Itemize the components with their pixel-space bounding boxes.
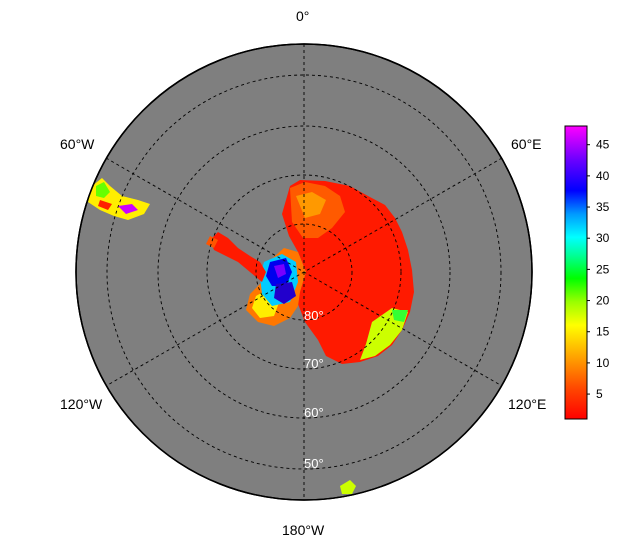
colorbar-gradient [564,125,588,420]
colorbar-tick-label: 5 [596,387,603,401]
meridian-60e-120w [105,157,503,387]
colorbar-tick-label: 15 [596,325,610,339]
south-america-red [98,200,112,210]
colorbar-tick-label: 20 [596,294,610,308]
colorbar-tick-label: 25 [596,262,610,276]
coastal-green-strip [392,310,408,322]
colorbar: 5 10 15 20 25 30 35 40 45 [564,125,610,420]
lat-label-70: 70° [304,356,324,371]
colorbar-tick-label: 45 [596,138,610,152]
lon-label-lower-right: 120°E [508,396,547,412]
lon-label-top: 0° [296,8,310,24]
graticule [105,44,503,500]
antarctic-peninsula [210,232,266,282]
lat-label-80: 80° [304,308,324,323]
southern-island [340,480,356,494]
south-america-purple [118,204,138,214]
south-america-green [96,182,110,198]
latitude-circle-80 [255,223,353,321]
high-value-blue-2 [274,282,296,304]
lat-label-50: 50° [304,456,324,471]
lon-label-upper-left: 60°W [60,136,95,152]
map-boundary [75,43,533,501]
colorbar-ticks: 5 10 15 20 25 30 35 40 45 [587,138,610,401]
high-value-purple [274,264,286,278]
colorbar-tick-label: 10 [596,356,610,370]
lat-label-60: 60° [304,405,324,420]
colorbar-tick-label: 30 [596,231,610,245]
coastal-green-band [360,308,408,360]
latitude-circle-50 [106,74,502,470]
colorbar-tick-label: 35 [596,200,610,214]
lon-label-lower-left: 120°W [60,396,103,412]
peninsula-tip [206,236,218,248]
colorbar-tick-label: 40 [596,169,610,183]
lon-label-upper-right: 60°E [511,136,542,152]
east-antarctica-yellow-patch [296,192,326,218]
lon-label-bottom: 180°W [282,522,325,538]
